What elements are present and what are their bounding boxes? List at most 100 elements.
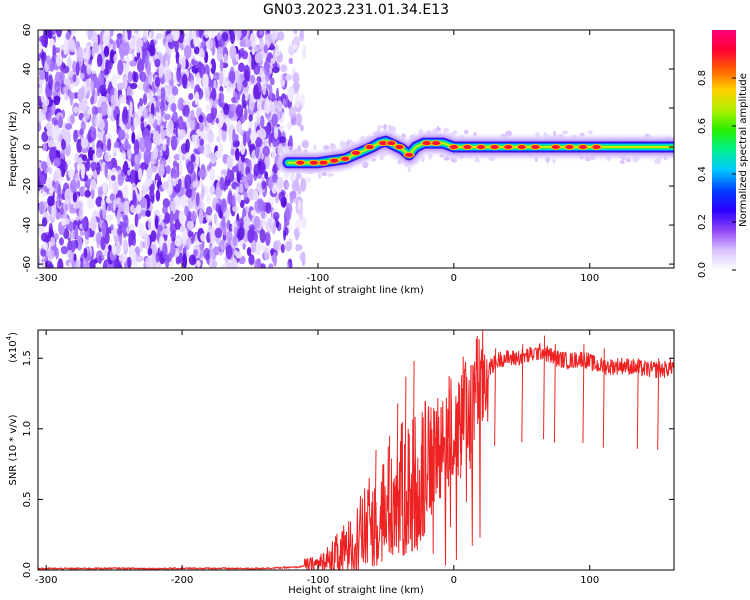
noise-blob [173, 172, 177, 179]
noise-blob [293, 81, 300, 91]
noise-blob [144, 233, 150, 250]
snr-spike [439, 407, 442, 494]
noise-blob [174, 237, 182, 247]
noise-blob [214, 227, 223, 239]
noise-blob [74, 225, 79, 239]
noise-blob [38, 169, 42, 177]
noise-blob [41, 217, 48, 227]
noise-blob [278, 191, 286, 202]
noise-blob [289, 172, 296, 183]
noise-blob [190, 116, 195, 131]
noise-blob [45, 177, 53, 189]
noise-blob [110, 97, 116, 111]
noise-blob [90, 215, 97, 232]
noise-blob [253, 64, 260, 76]
noise-blob [128, 232, 134, 249]
noise-blob [199, 138, 204, 146]
noise-blob [47, 249, 55, 260]
noise-blob [177, 116, 184, 130]
ridge-hotspot [432, 141, 441, 146]
noise-blob [161, 181, 169, 190]
noise-blob [133, 139, 140, 156]
noise-blob [113, 259, 119, 268]
noise-blob [63, 228, 70, 239]
noise-blob [222, 227, 227, 236]
ridge-halo [428, 152, 433, 160]
noise-blob [204, 50, 209, 64]
noise-blob [45, 260, 53, 268]
noise-blob [104, 162, 108, 178]
noise-blob [146, 166, 153, 180]
ridge-halo [296, 172, 301, 180]
noise-blob [193, 30, 197, 45]
noise-blob [41, 232, 48, 242]
snr-spike [412, 361, 415, 520]
noise-blob [224, 117, 231, 125]
noise-blob [59, 71, 65, 82]
noise-blob [211, 30, 216, 39]
noise-blob [209, 227, 217, 243]
ridge-hotspot [531, 145, 540, 149]
noise-blob [232, 205, 239, 213]
ridge-halo [436, 126, 440, 131]
noise-blob [46, 112, 52, 122]
noise-blob [83, 55, 89, 66]
noise-blob [235, 104, 244, 118]
noise-blob [55, 211, 61, 220]
noise-blob [229, 45, 237, 60]
noise-blob [184, 205, 189, 217]
noise-blob [302, 45, 307, 59]
ridge-halo [587, 130, 593, 135]
colorbar-tick-label: 0.0 [697, 262, 708, 278]
noise-blob [198, 114, 204, 123]
noise-blob [57, 183, 62, 200]
noise-blob [108, 244, 112, 251]
ridge-halo [553, 130, 557, 138]
noise-blob [174, 37, 179, 54]
noise-blob [249, 32, 257, 48]
snr-line [38, 330, 674, 570]
noise-blob [50, 236, 56, 247]
noise-blob [253, 215, 261, 229]
noise-blob [135, 204, 142, 214]
noise-blob [51, 30, 56, 35]
noise-blob [148, 31, 152, 38]
noise-blob [243, 190, 248, 201]
noise-blob [276, 177, 284, 190]
noise-blob [112, 40, 116, 52]
noise-blob [117, 173, 124, 186]
noise-blob [170, 102, 177, 113]
ridge-halo [324, 145, 330, 150]
noise-blob [176, 66, 181, 83]
snr-spike [469, 365, 472, 469]
noise-blob [255, 136, 263, 148]
snr-multiplier-base: (x10 [8, 340, 19, 363]
noise-blob [160, 87, 166, 102]
noise-blob [116, 227, 123, 237]
noise-blob [186, 220, 195, 230]
snr-spike [494, 348, 497, 446]
noise-blob [112, 199, 117, 212]
ridge-halo [452, 130, 458, 135]
noise-blob [245, 90, 250, 101]
noise-blob [72, 30, 77, 34]
x-tick-label: 100 [580, 273, 599, 284]
noise-blob [242, 215, 250, 229]
noise-blob [90, 96, 95, 105]
noise-blob [143, 135, 150, 147]
noise-blob [206, 39, 213, 50]
snr-spike [553, 344, 556, 443]
noise-blob [139, 71, 147, 83]
noise-blob [217, 142, 223, 159]
noise-blob [124, 261, 128, 268]
noise-blob [263, 44, 269, 54]
noise-blob [183, 104, 190, 118]
noise-blob [67, 83, 74, 91]
ridge-halo [287, 145, 294, 150]
y-tick-label: -60 [22, 256, 33, 272]
noise-blob [238, 62, 245, 73]
noise-blob [119, 96, 127, 104]
noise-blob [193, 249, 199, 257]
noise-blob [133, 117, 138, 128]
noise-blob [55, 138, 61, 151]
